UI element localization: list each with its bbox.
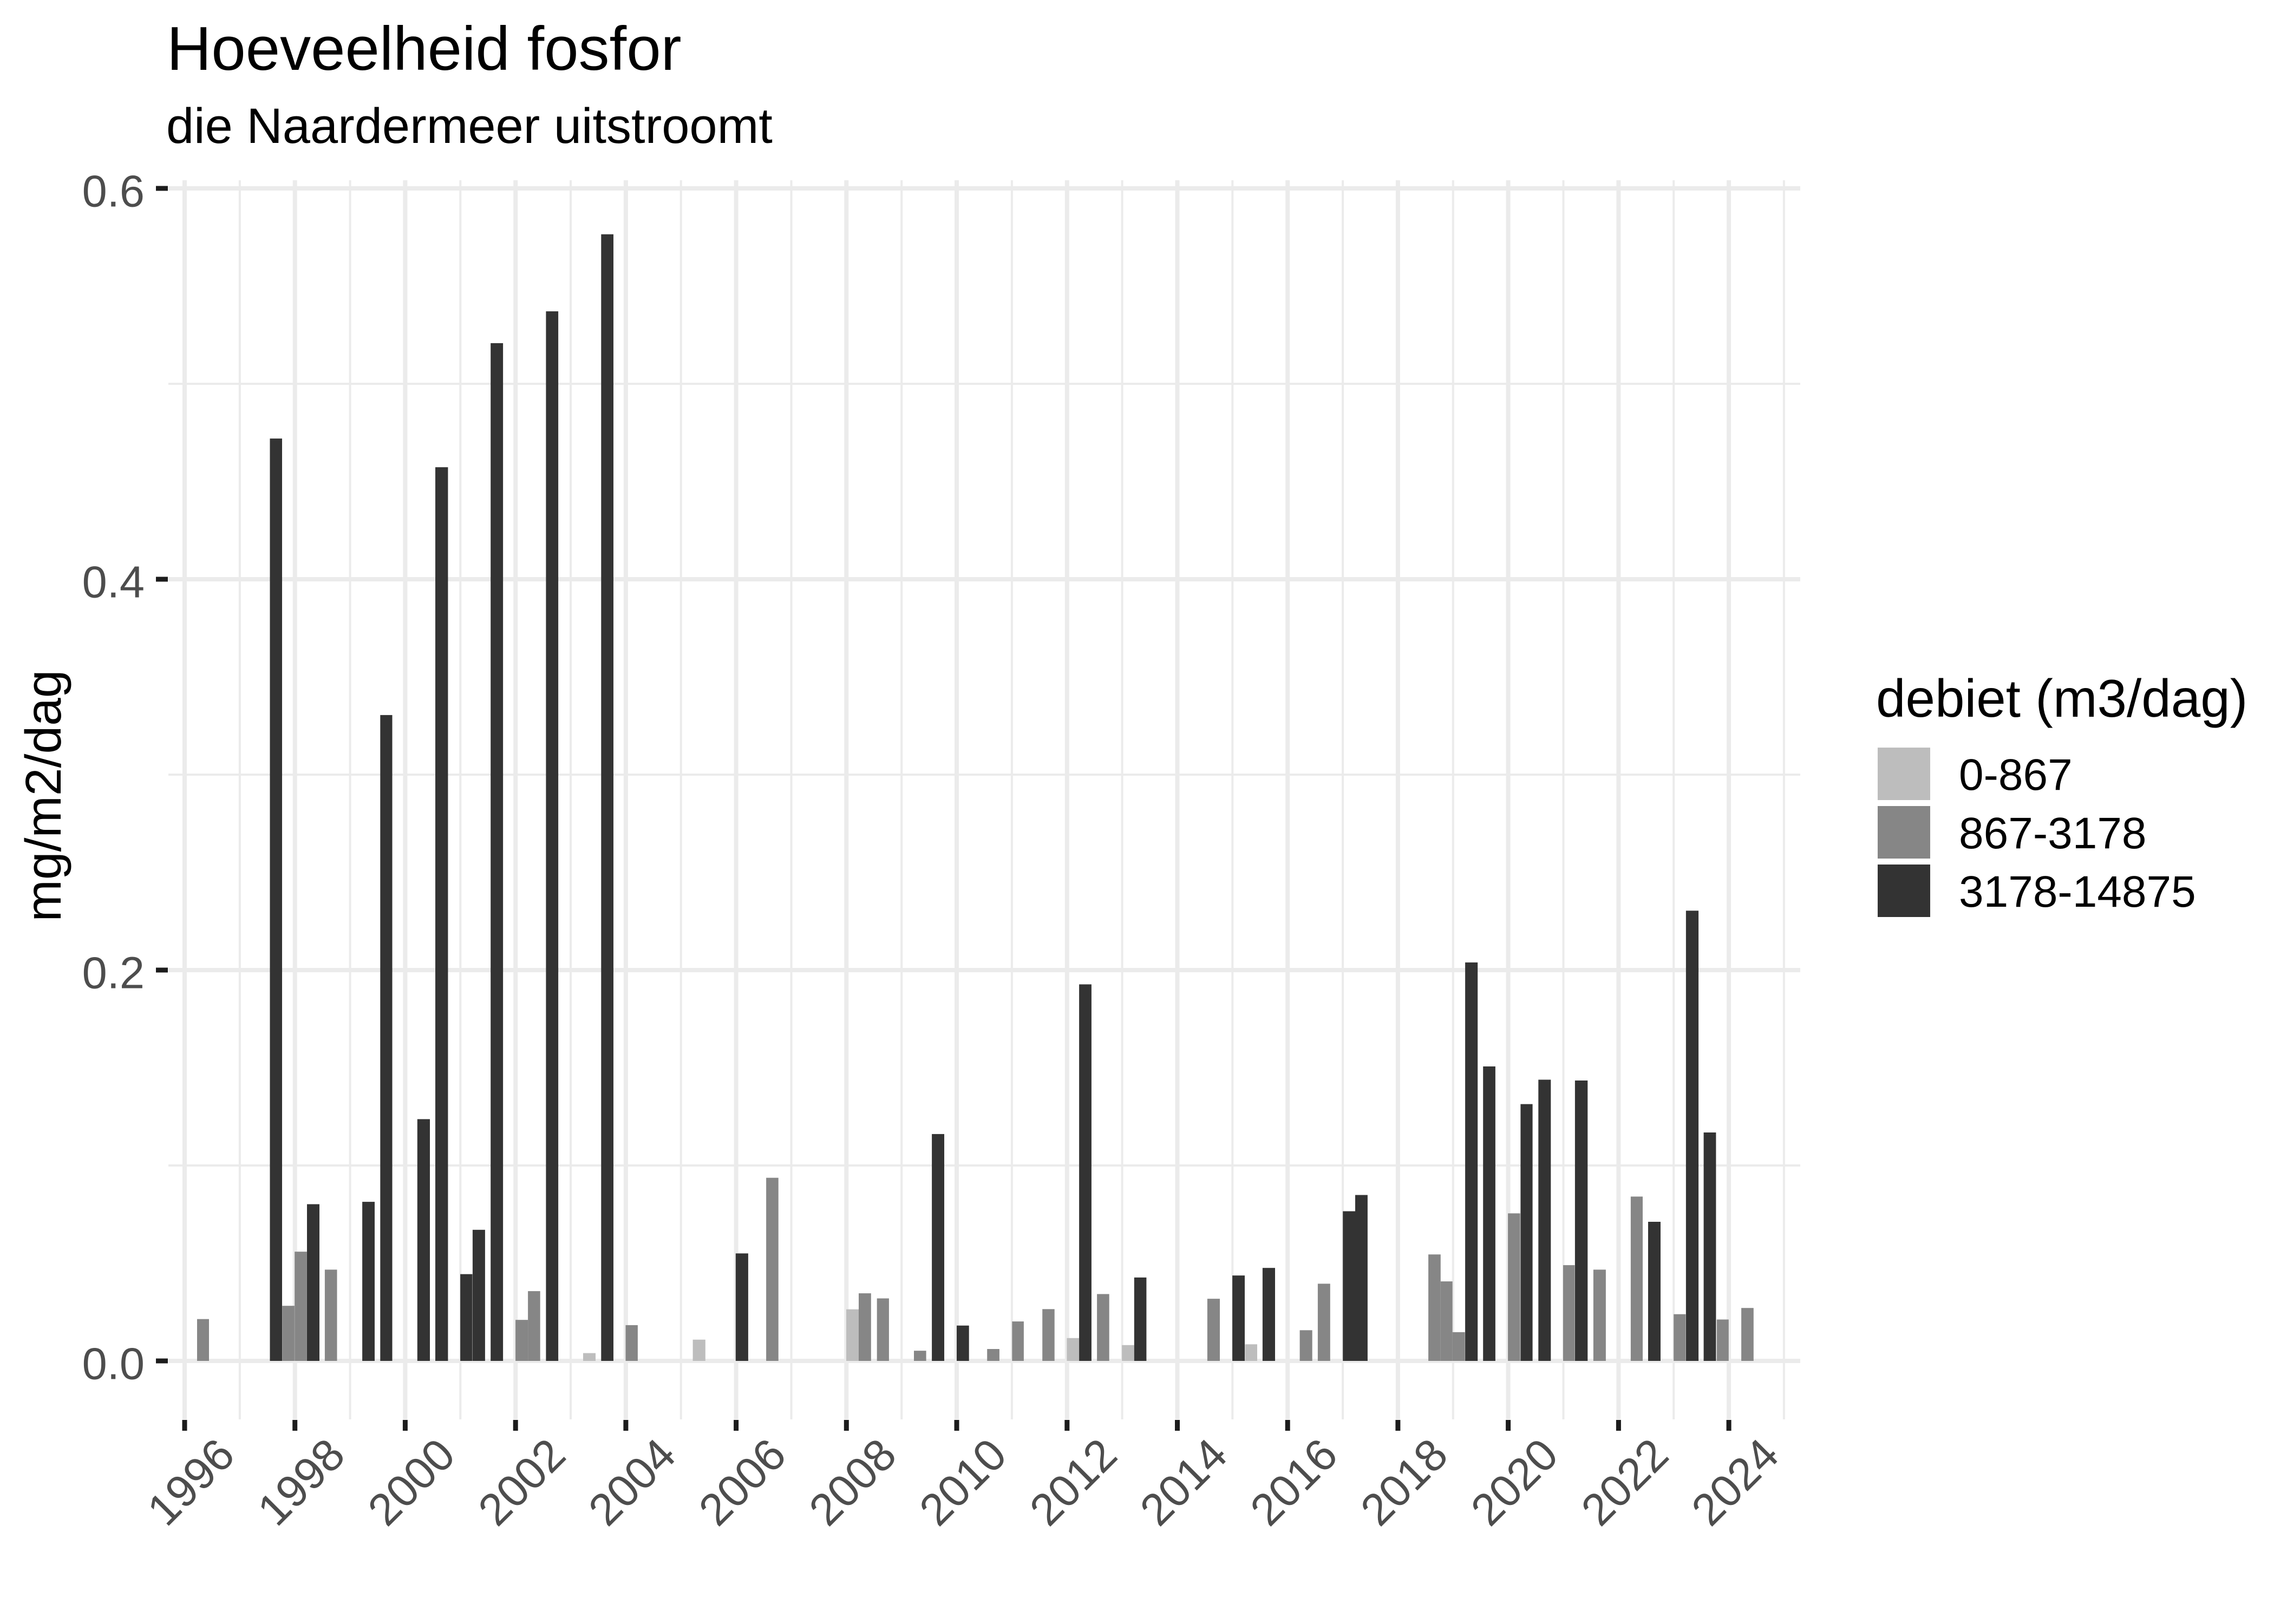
svg-text:mg/m2/dag: mg/m2/dag (15, 670, 71, 921)
svg-text:867-3178: 867-3178 (1959, 809, 2147, 858)
svg-text:3178-14875: 3178-14875 (1959, 867, 2196, 916)
svg-text:die Naardermeer uitstroomt: die Naardermeer uitstroomt (166, 99, 773, 154)
svg-text:Hoeveelheid fosfor: Hoeveelheid fosfor (167, 15, 682, 83)
svg-text:0.4: 0.4 (82, 557, 145, 607)
svg-text:0.2: 0.2 (82, 948, 145, 998)
svg-text:0.6: 0.6 (82, 166, 145, 217)
svg-text:0.0: 0.0 (82, 1339, 145, 1389)
svg-text:0-867: 0-867 (1959, 750, 2073, 800)
svg-text:debiet (m3/dag): debiet (m3/dag) (1876, 669, 2247, 728)
